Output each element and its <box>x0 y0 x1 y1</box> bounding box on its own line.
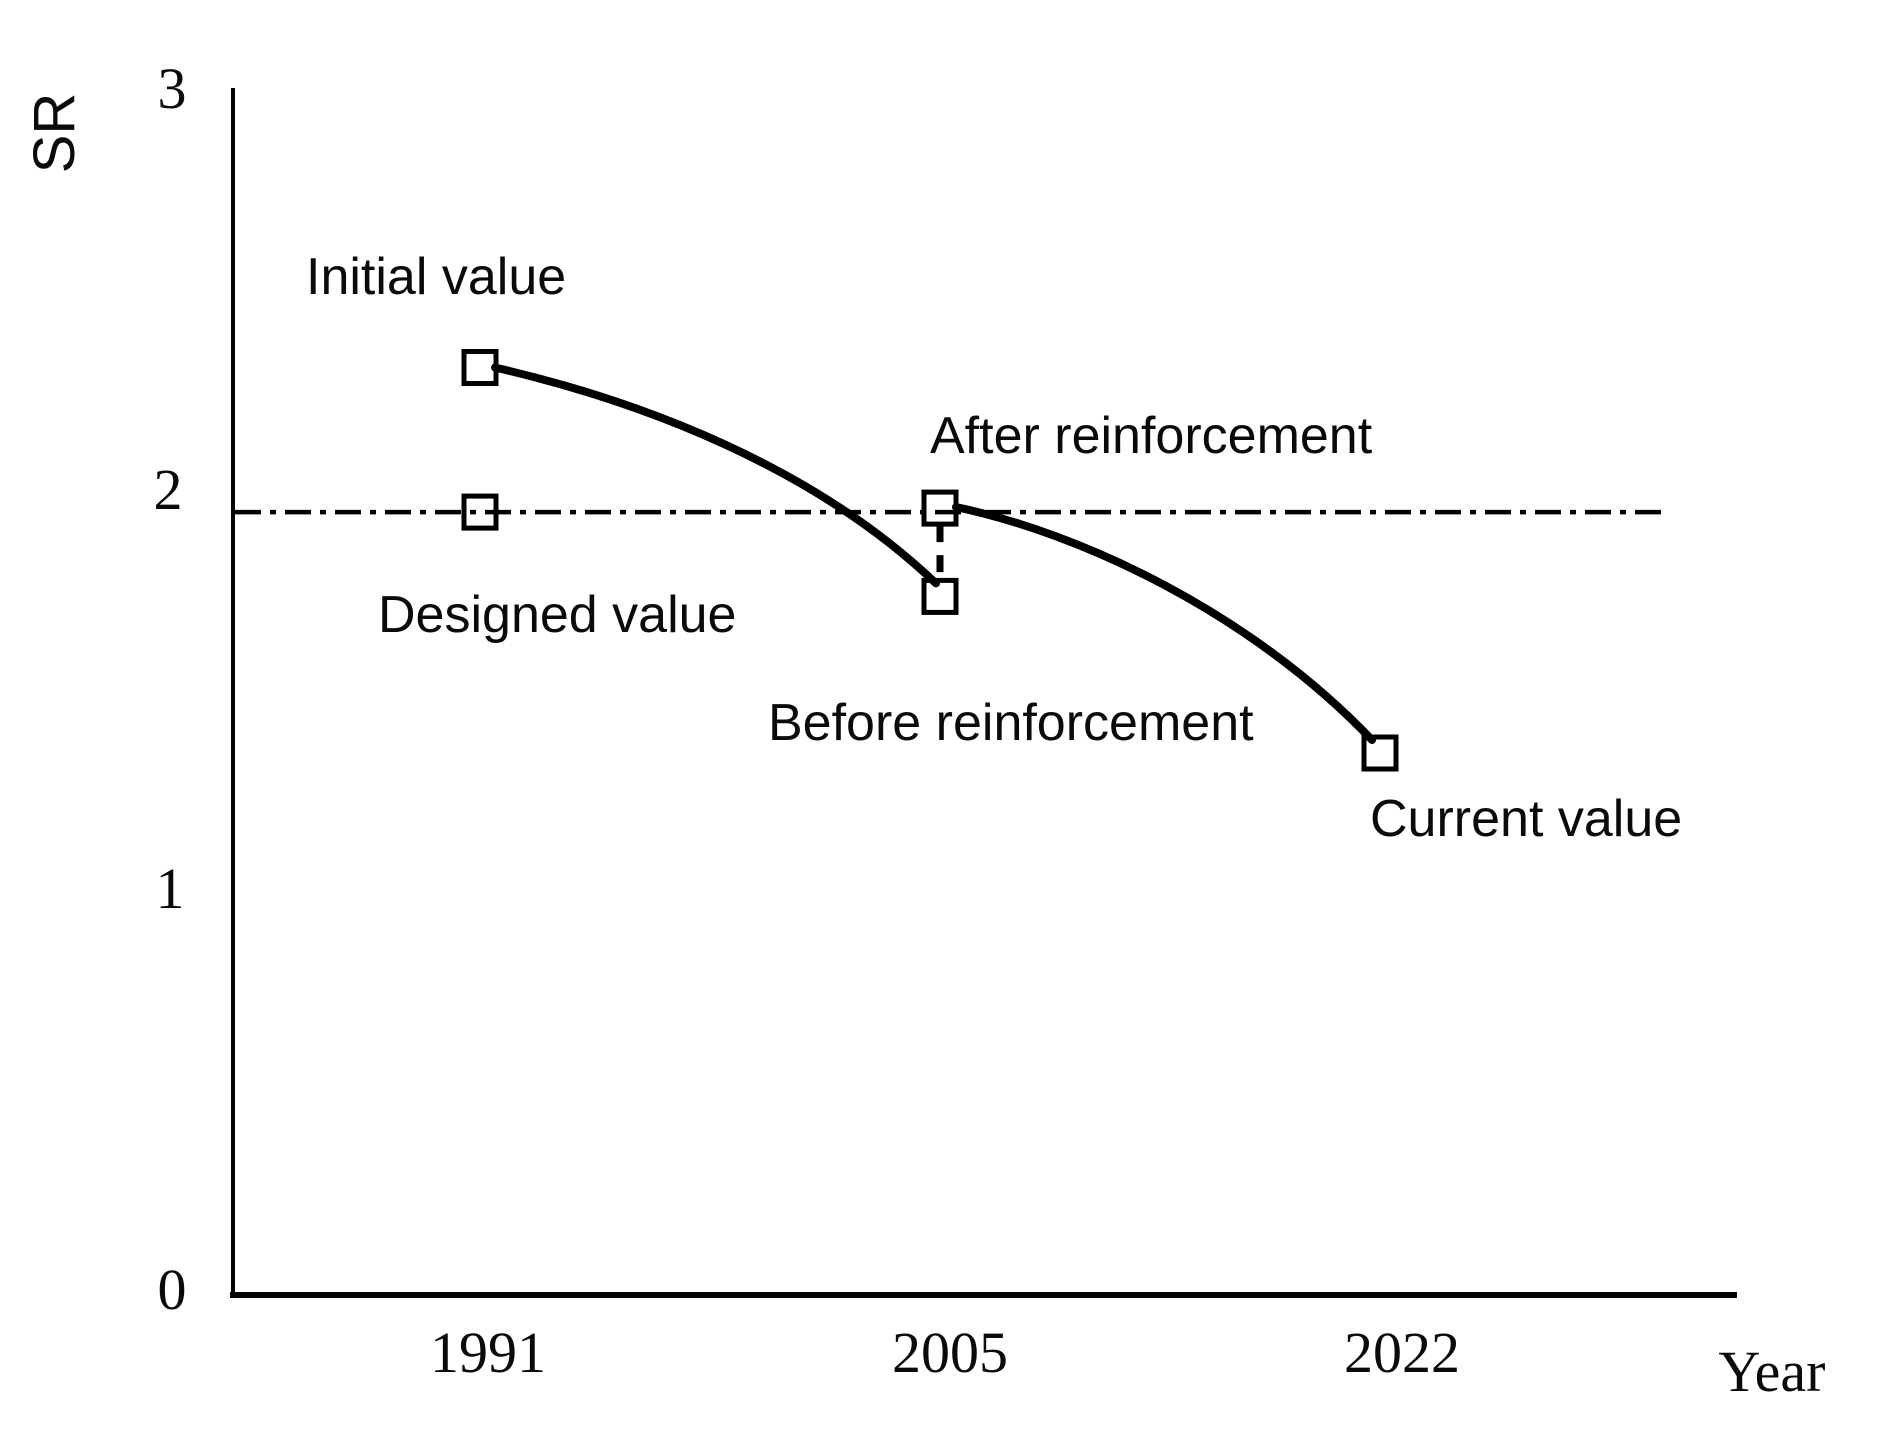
x-axis-title: Year <box>1719 1339 1826 1404</box>
curve-after-to-current <box>952 503 1376 744</box>
y-axis-title: SR <box>22 93 87 174</box>
label-before-reinforcement: Before reinforcement <box>768 694 1254 752</box>
y-tick-3: 3 <box>158 56 187 121</box>
x-tick-2005: 2005 <box>892 1320 1008 1385</box>
label-initial-value: Initial value <box>306 248 566 306</box>
label-designed-value: Designed value <box>378 586 736 644</box>
label-current-value: Current value <box>1370 790 1682 848</box>
y-tick-1: 1 <box>156 856 185 921</box>
marker-current-value <box>1361 734 1399 772</box>
x-tick-1991: 1991 <box>430 1320 546 1385</box>
marker-after-reinforcement <box>921 489 959 527</box>
x-tick-2022: 2022 <box>1344 1320 1460 1385</box>
y-tick-0: 0 <box>158 1257 187 1322</box>
curve-initial-to-before <box>491 363 940 588</box>
label-after-reinforcement: After reinforcement <box>930 407 1373 465</box>
marker-before-reinforcement <box>921 577 959 615</box>
y-tick-2: 2 <box>154 457 183 522</box>
